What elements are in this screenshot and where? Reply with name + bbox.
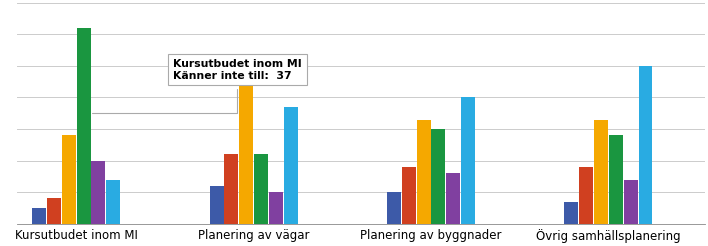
Bar	[594, 120, 608, 224]
Bar	[639, 66, 653, 224]
Bar	[624, 180, 638, 224]
Bar	[91, 161, 105, 224]
Bar	[284, 107, 297, 224]
Bar	[431, 129, 445, 224]
Bar	[224, 154, 239, 224]
Bar	[446, 173, 460, 224]
Bar	[239, 78, 253, 224]
Bar	[416, 120, 430, 224]
Bar	[579, 167, 593, 224]
Bar	[32, 208, 46, 224]
Bar	[210, 186, 224, 224]
Bar	[106, 180, 120, 224]
Bar	[402, 167, 416, 224]
Bar	[609, 135, 623, 224]
Bar	[269, 192, 282, 224]
Bar	[47, 199, 61, 224]
Text: Kursutbudet inom MI
Känner inte till:  37: Kursutbudet inom MI Känner inte till: 37	[92, 59, 302, 113]
Bar	[461, 97, 475, 224]
Bar	[564, 202, 578, 224]
Bar	[387, 192, 401, 224]
Bar	[76, 28, 91, 224]
Bar	[62, 135, 76, 224]
Bar	[254, 154, 268, 224]
